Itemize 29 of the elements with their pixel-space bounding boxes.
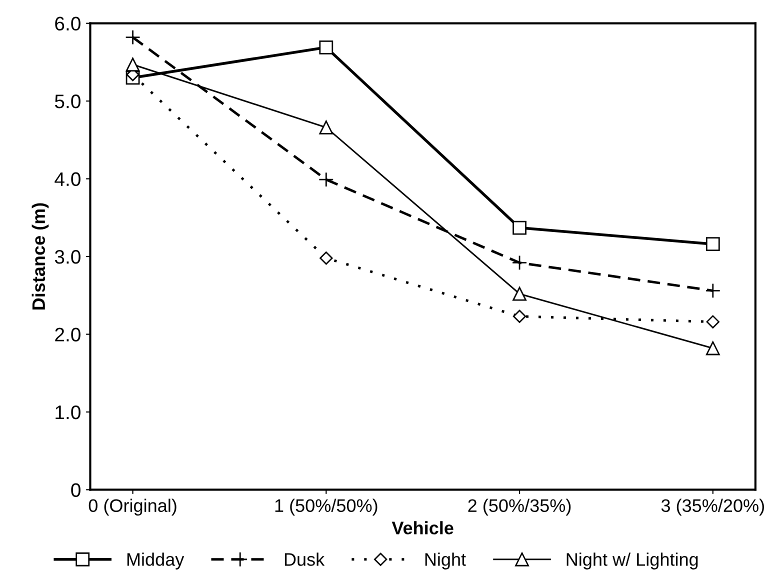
- point: [512, 255, 528, 270]
- x-tick-label: 1 (50%/50%): [275, 498, 378, 516]
- point: [318, 172, 334, 188]
- x-tick-label: 2 (50%/35%): [468, 498, 571, 516]
- y-tick-label: 6.0: [55, 16, 80, 31]
- legend-label: Midday: [127, 552, 184, 570]
- y-tick-label: 3.0: [54, 250, 80, 264]
- point: [126, 58, 140, 72]
- y-tick-label: 2.0: [55, 328, 80, 342]
- y-tick-label: 5.0: [54, 94, 80, 108]
- point: [512, 286, 526, 301]
- point: [319, 120, 334, 134]
- x-tick-label: 0 (Original): [88, 498, 176, 516]
- point: [706, 341, 720, 356]
- point: [706, 237, 720, 252]
- point: [512, 220, 526, 235]
- legend-label: Dusk: [284, 552, 325, 566]
- point: [320, 251, 333, 265]
- y-tick-label: 1.0: [56, 405, 80, 420]
- legend-label: Night w/ Lighting: [566, 552, 698, 570]
- y-axis-title: Distance (m): [32, 203, 49, 310]
- y-tick-label: 0: [71, 483, 80, 497]
- point: [125, 30, 140, 45]
- point: [319, 40, 334, 54]
- legend-label: Night: [425, 552, 466, 570]
- x-axis-title: Vehicle: [392, 521, 454, 534]
- x-tick-label: 3 (35%/20%): [661, 498, 764, 516]
- point: [705, 283, 721, 298]
- y-tick-label: 4.0: [54, 172, 80, 186]
